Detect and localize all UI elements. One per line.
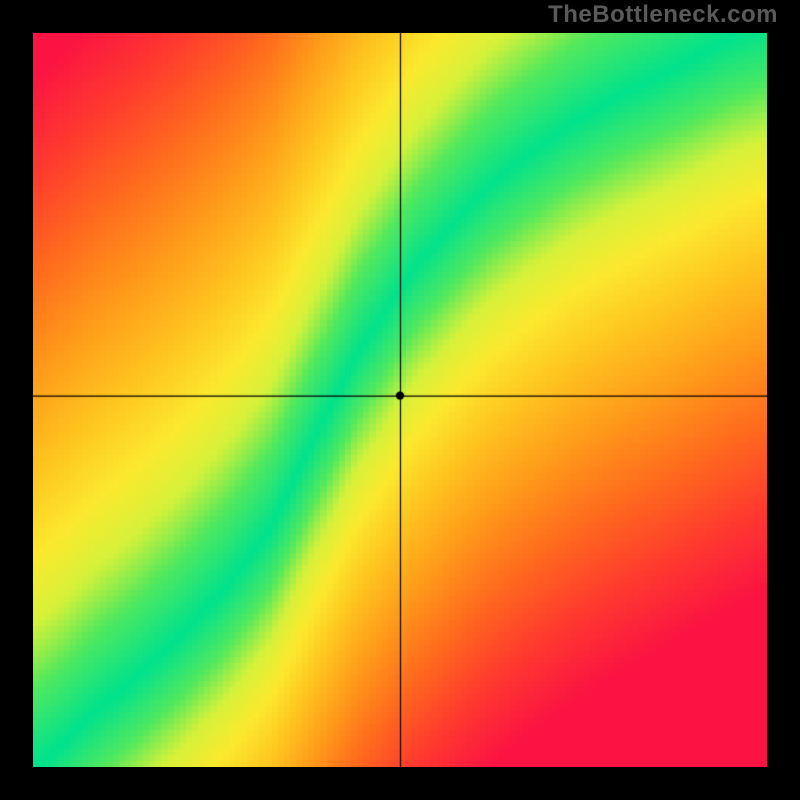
chart-container: TheBottleneck.com (0, 0, 800, 800)
watermark-text: TheBottleneck.com (548, 1, 778, 29)
heatmap-plot (33, 33, 767, 767)
